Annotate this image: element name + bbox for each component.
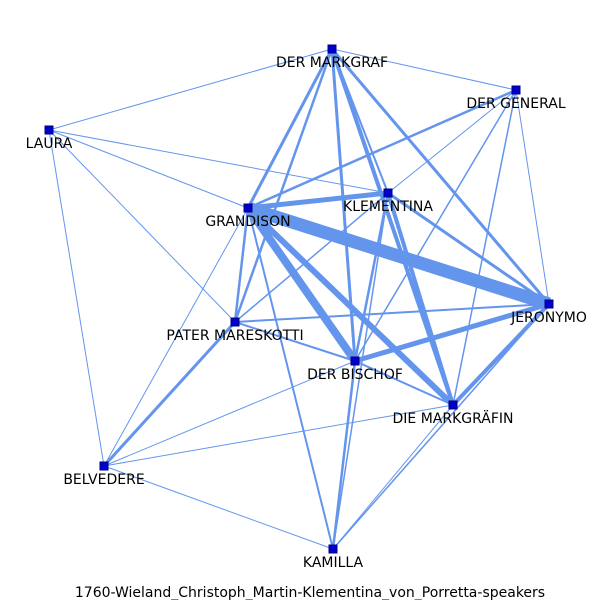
edge-laura-markgraf xyxy=(48,48,333,131)
edge-belvedere-kamilla xyxy=(103,465,334,550)
edge-general-klementina xyxy=(387,89,517,194)
edge-markgraefin-jeronymo xyxy=(451,302,551,407)
edge-grandison-klementina xyxy=(247,190,389,211)
node-kamilla xyxy=(328,544,338,554)
node-klementina xyxy=(383,188,393,198)
edge-markgraf-pater xyxy=(233,48,334,323)
edge-grandison-kamilla xyxy=(247,207,334,550)
node-label-laura: LAURA xyxy=(26,136,73,152)
edge-grandison-pater xyxy=(233,207,250,323)
edge-belvedere-grandison xyxy=(103,207,249,467)
edge-laura-belvedere xyxy=(48,129,105,467)
node-laura xyxy=(44,125,54,135)
node-label-klementina: KLEMENTINA xyxy=(343,199,433,215)
edge-belvedere-markgraefin xyxy=(103,404,454,467)
edge-markgraf-klementina xyxy=(331,48,389,194)
node-markgraefin xyxy=(448,400,458,410)
node-label-markgraf: DER MARKGRAF xyxy=(276,55,388,71)
edge-laura-klementina xyxy=(48,129,389,194)
node-label-jeronymo: JERONYMO xyxy=(510,310,587,326)
edge-markgraf-bischof xyxy=(330,48,357,362)
edge-bischof-markgraefin xyxy=(354,360,454,406)
edge-pater-klementina xyxy=(234,192,389,323)
edge-markgraf-jeronymo xyxy=(330,48,551,305)
edge-layer xyxy=(48,48,551,550)
edge-klementina-kamilla xyxy=(332,192,389,550)
edge-laura-grandison xyxy=(48,129,249,209)
edge-markgraf-markgraefin xyxy=(330,48,455,406)
graph-caption: 1760-Wieland_Christoph_Martin-Klementina… xyxy=(75,585,545,600)
edge-general-markgraf xyxy=(331,48,517,91)
node-label-grandison: GRANDISON xyxy=(205,214,290,230)
edge-laura-pater xyxy=(48,129,236,323)
edge-bischof-kamilla xyxy=(331,360,357,550)
node-pater xyxy=(230,317,240,327)
node-label-markgraefin: DIE MARKGRÄFIN xyxy=(392,409,513,427)
edge-belvedere-bischof xyxy=(103,360,356,467)
edge-grandison-general xyxy=(247,88,517,210)
node-markgraf xyxy=(327,44,337,54)
node-label-belvedere: BELVEDERE xyxy=(63,472,144,488)
edge-pater-jeronymo xyxy=(234,303,550,323)
node-belvedere xyxy=(99,461,109,471)
edge-grandison-jeronymo xyxy=(246,201,551,311)
edge-markgraefin-general xyxy=(452,89,517,406)
label-layer: DER MARKGRAF DER GENERAL LAURA GRANDISON KLE… xyxy=(26,55,587,571)
edge-kamilla-jeronymo xyxy=(332,303,550,550)
node-general xyxy=(511,85,521,95)
node-label-general: DER GENERAL xyxy=(466,96,566,112)
edge-bischof-general xyxy=(354,89,517,362)
edge-klementina-jeronymo xyxy=(387,191,550,306)
edge-pater-bischof xyxy=(234,321,356,362)
node-label-pater: PATER MARESKOTTI xyxy=(166,328,303,344)
node-jeronymo xyxy=(544,299,554,309)
node-label-bischof: DER BISCHOF xyxy=(307,367,403,383)
node-layer xyxy=(44,44,554,554)
node-label-kamilla: KAMILLA xyxy=(303,555,364,571)
node-grandison xyxy=(243,203,253,213)
edge-bischof-jeronymo xyxy=(354,301,550,364)
edge-pater-belvedere xyxy=(102,320,237,468)
edge-general-jeronymo xyxy=(515,89,550,305)
edge-klementina-bischof xyxy=(353,192,390,362)
edge-kamilla-markgraefin xyxy=(332,404,454,550)
edge-markgraf-grandison xyxy=(246,48,334,209)
node-bischof xyxy=(350,356,360,366)
